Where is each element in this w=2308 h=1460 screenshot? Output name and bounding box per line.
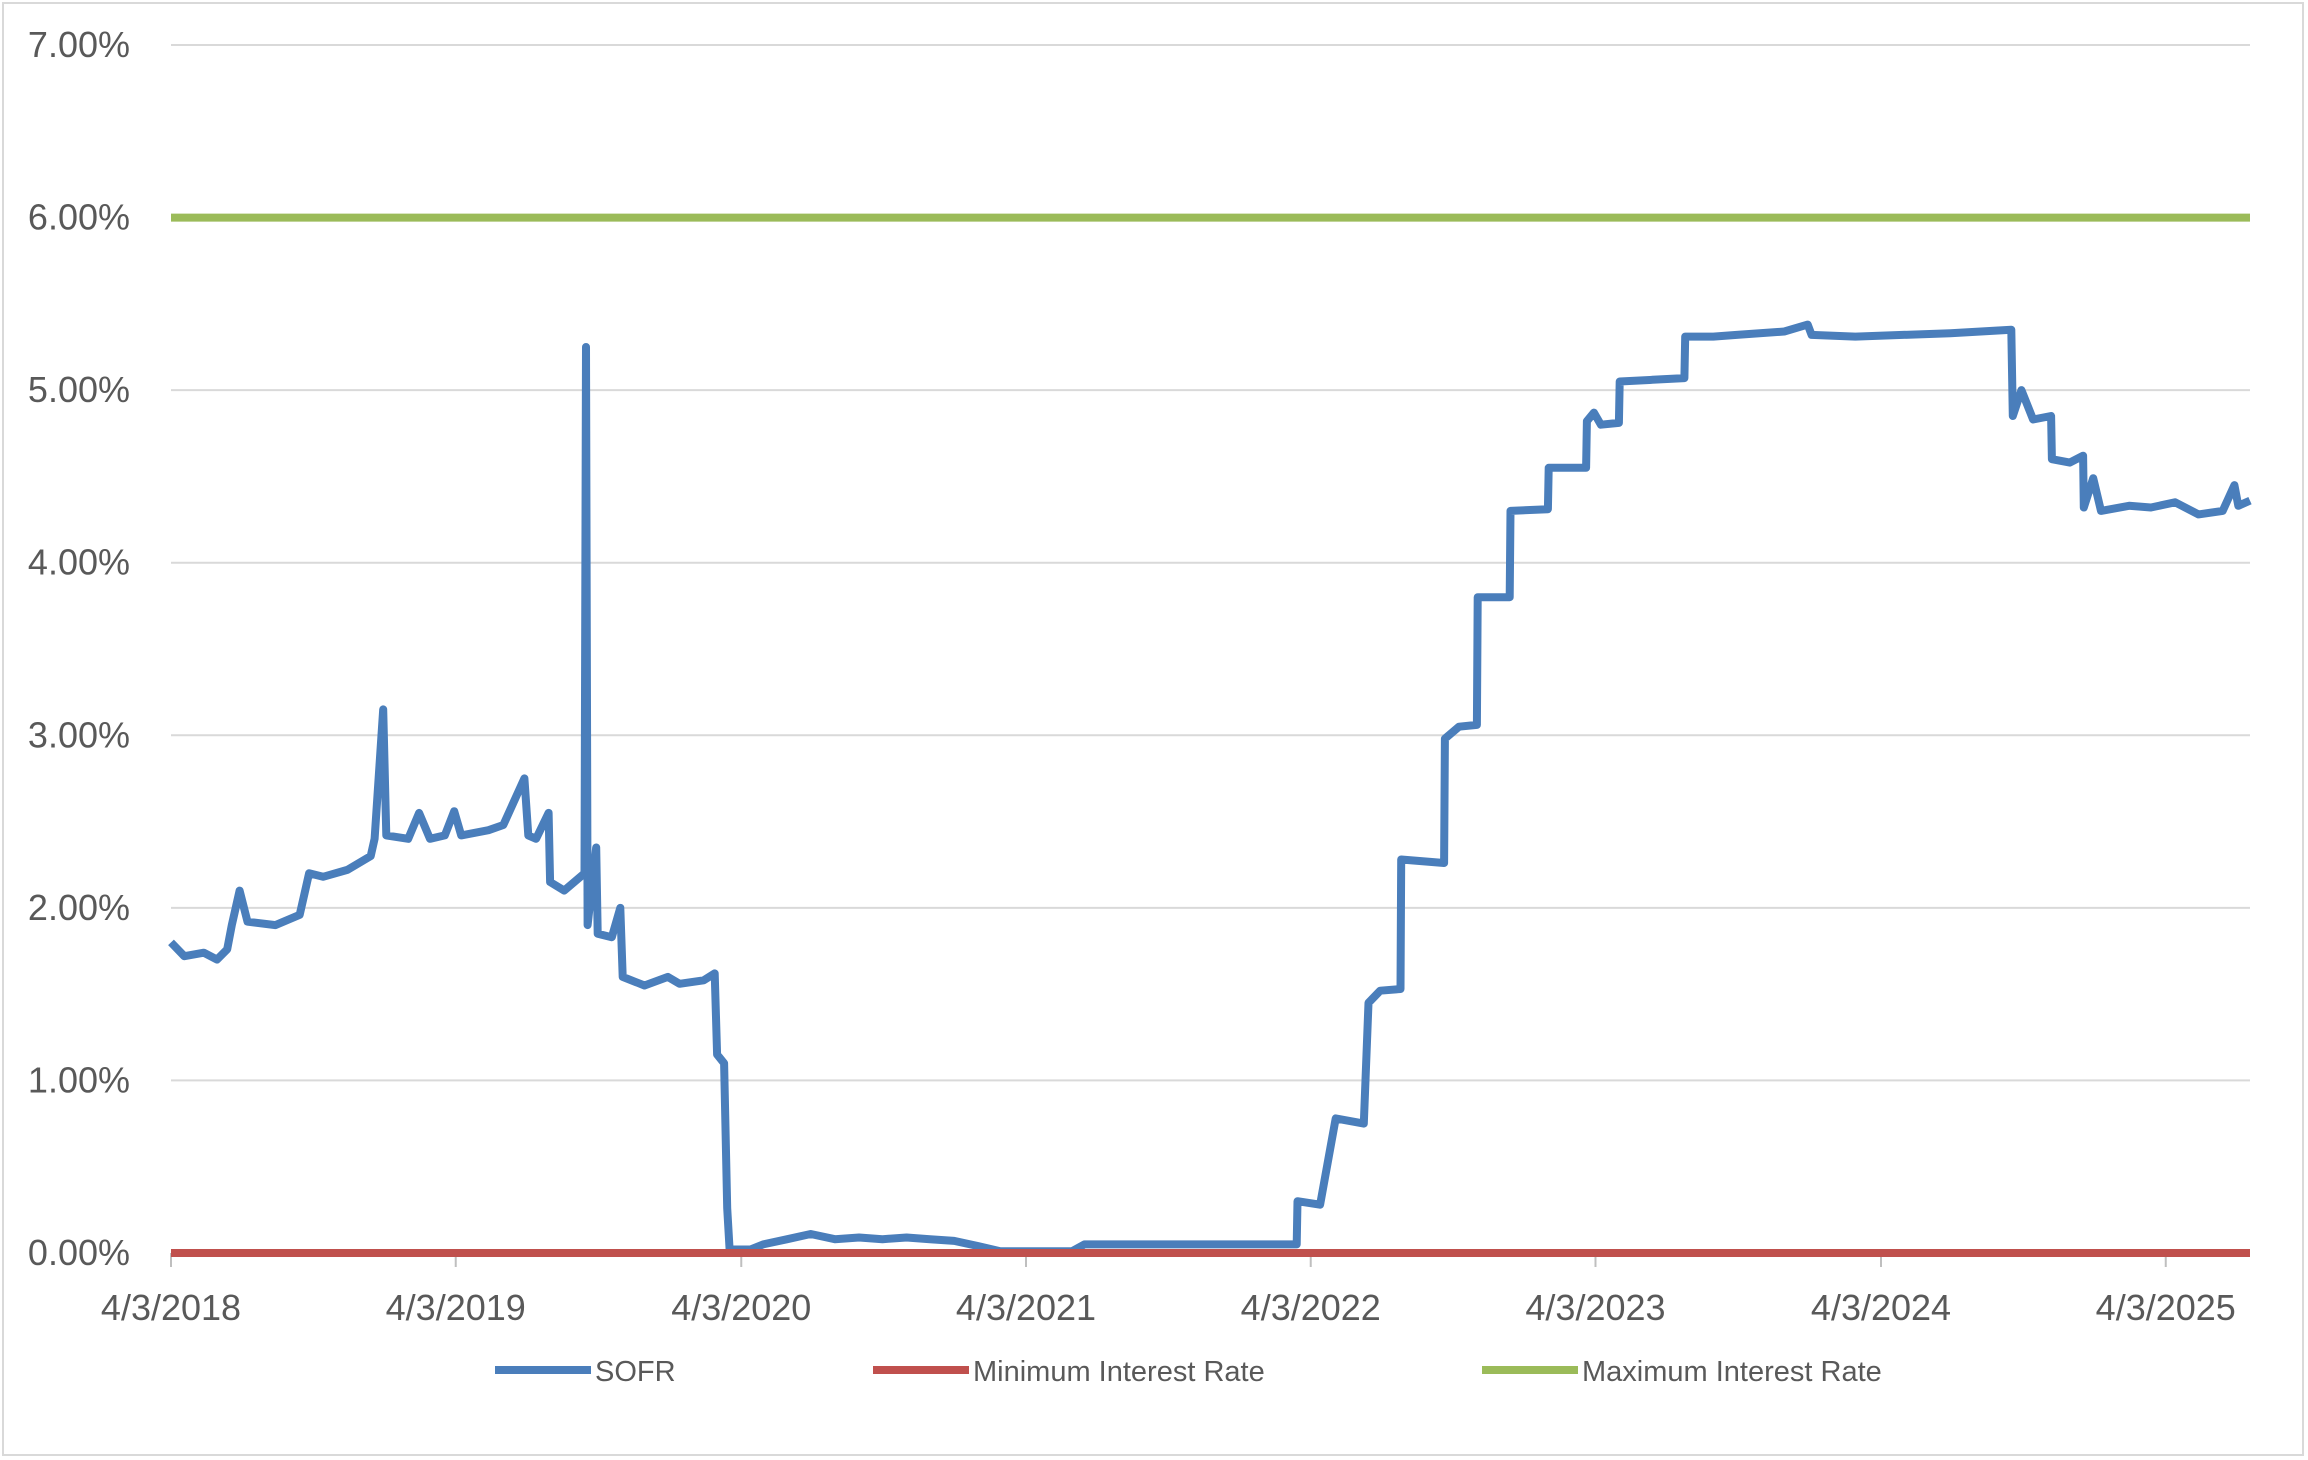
legend-label-maximum-interest-rate: Maximum Interest Rate [1582, 1356, 1882, 1388]
legend-label-sofr: SOFR [595, 1356, 676, 1388]
y-tick-label: 6.00% [28, 197, 130, 238]
x-tick-label: 4/3/2021 [956, 1287, 1096, 1328]
x-tick-label: 4/3/2025 [2096, 1287, 2236, 1328]
x-tick-label: 4/3/2018 [101, 1287, 241, 1328]
x-tick-label: 4/3/2020 [671, 1287, 811, 1328]
y-tick-label: 0.00% [28, 1232, 130, 1273]
x-tick-label: 4/3/2024 [1811, 1287, 1951, 1328]
y-tick-label: 5.00% [28, 369, 130, 410]
x-axis: 4/3/2018 4/3/2019 4/3/2020 4/3/2021 4/3/2022… [101, 1252, 2250, 1328]
y-tick-label: 7.00% [28, 24, 130, 65]
legend: SOFR Minimum Interest Rate Maximum Interes… [495, 1356, 1882, 1388]
y-tick-label: 2.00% [28, 887, 130, 928]
x-tick-label: 4/3/2019 [386, 1287, 526, 1328]
y-tick-label: 1.00% [28, 1059, 130, 1100]
series-lines [168, 213, 2252, 1257]
y-axis-tick-labels: 0.00% 1.00% 2.00% 3.00% 4.00% 5.00% 6.00% 7.00% [28, 24, 130, 1273]
y-tick-label: 3.00% [28, 714, 130, 755]
x-tick-label: 4/3/2023 [1525, 1287, 1665, 1328]
legend-label-minimum-interest-rate: Minimum Interest Rate [973, 1356, 1265, 1388]
y-tick-label: 4.00% [28, 542, 130, 583]
x-tick-label: 4/3/2022 [1241, 1287, 1381, 1328]
gridlines [171, 44, 2250, 1082]
series-line-sofr [168, 320, 2252, 1256]
